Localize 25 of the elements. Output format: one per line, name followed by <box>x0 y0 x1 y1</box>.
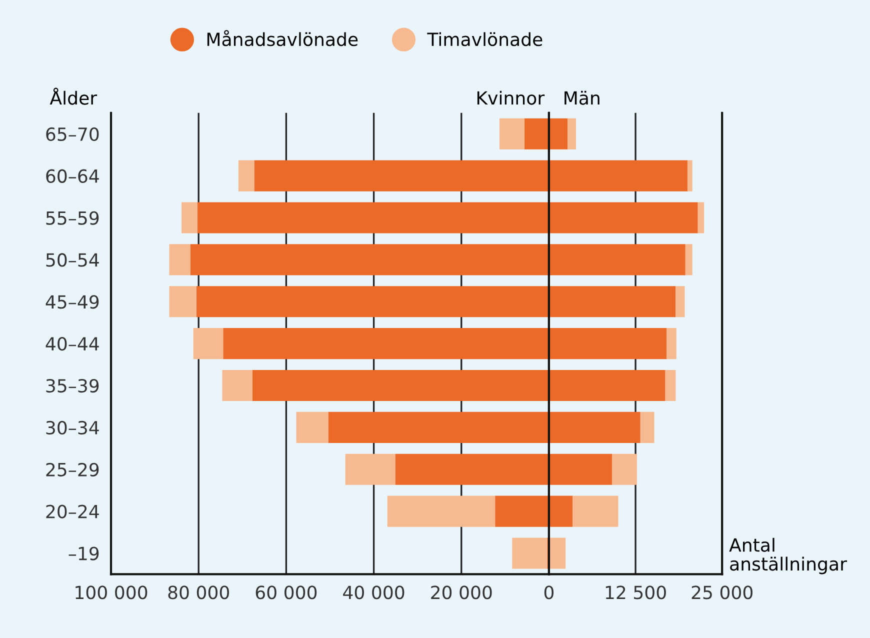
x-tick-label: 0 <box>544 586 554 600</box>
y-tick-label: 35–39 <box>46 378 99 393</box>
y-tick-label: 60–64 <box>46 169 99 183</box>
y-axis-title: Ålder <box>50 88 98 105</box>
x-tick-label: 60 000 <box>256 586 317 600</box>
chart-title: Män <box>564 90 600 105</box>
y-tick-label: 65–70 <box>46 127 99 142</box>
y-tick-label: 20–24 <box>46 504 99 518</box>
legend-label: Timavlönade <box>427 32 542 46</box>
legend-label: Månadsavlönade <box>207 30 358 46</box>
y-tick-label: 30–34 <box>46 420 99 435</box>
x-tick-label: 25 000 <box>692 586 752 600</box>
y-tick-label: 45–49 <box>46 295 99 309</box>
y-tick-label: 55–59 <box>46 211 99 225</box>
x-tick-label: 40 000 <box>343 586 404 600</box>
y-tick-label: –19 <box>68 546 99 560</box>
y-tick-label: 25–29 <box>46 462 99 476</box>
x-tick-label: 80 000 <box>168 586 229 600</box>
x-tick-label: 20 000 <box>431 586 492 600</box>
y-tick-label: 50–54 <box>46 253 99 267</box>
x-tick-label: 12 500 <box>606 586 666 600</box>
x-axis-title: Antal anställningar <box>729 538 847 574</box>
x-tick-label: 100 000 <box>76 586 148 600</box>
chart-title: Kvinnor <box>477 90 545 105</box>
y-tick-label: 40–44 <box>46 337 99 351</box>
